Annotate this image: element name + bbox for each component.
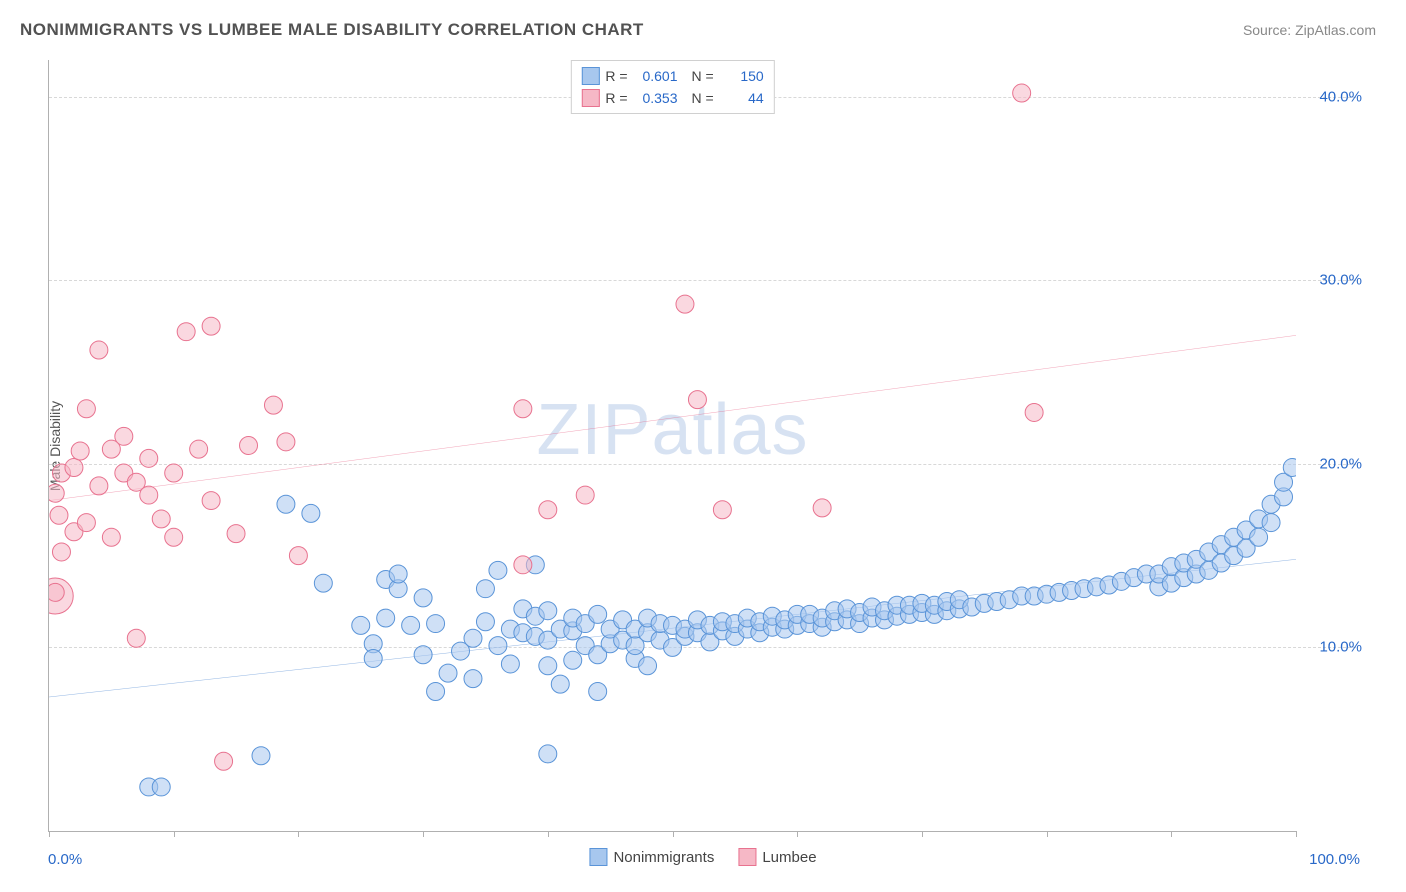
stat-r-label: R = (605, 90, 627, 106)
stat-r-value: 0.601 (634, 68, 678, 84)
legend-swatch (589, 848, 607, 866)
x-tick (298, 831, 299, 837)
stat-n-value: 150 (720, 68, 764, 84)
chart-title: NONIMMIGRANTS VS LUMBEE MALE DISABILITY … (20, 20, 644, 40)
stats-legend: R = 0.601 N = 150 R = 0.353 N = 44 (570, 60, 774, 114)
stat-n-value: 44 (720, 90, 764, 106)
x-tick (49, 831, 50, 837)
y-tick-label: 10.0% (1319, 639, 1362, 656)
y-tick-label: 40.0% (1319, 88, 1362, 105)
x-tick (673, 831, 674, 837)
stat-n-label: N = (692, 68, 714, 84)
x-axis-max-label: 100.0% (1309, 851, 1360, 868)
stat-r-value: 0.353 (634, 90, 678, 106)
legend-label: Lumbee (762, 849, 816, 866)
x-tick (1296, 831, 1297, 837)
x-tick (1171, 831, 1172, 837)
stat-r-label: R = (605, 68, 627, 84)
legend-swatch (581, 67, 599, 85)
x-tick (1047, 831, 1048, 837)
legend-swatch (581, 89, 599, 107)
chart-plot-area: ZIPatlas R = 0.601 N = 150 R = 0.353 N =… (48, 60, 1296, 832)
scatter-svg (49, 60, 1296, 831)
y-tick-label: 30.0% (1319, 272, 1362, 289)
x-tick (548, 831, 549, 837)
x-tick (174, 831, 175, 837)
stats-legend-row: R = 0.601 N = 150 (581, 65, 763, 87)
legend-item: Nonimmigrants (589, 848, 714, 866)
legend-label: Nonimmigrants (613, 849, 714, 866)
x-tick (922, 831, 923, 837)
stat-n-label: N = (692, 90, 714, 106)
x-tick (797, 831, 798, 837)
source-label: Source: ZipAtlas.com (1243, 22, 1376, 38)
y-tick-label: 20.0% (1319, 455, 1362, 472)
legend-swatch (738, 848, 756, 866)
x-tick (423, 831, 424, 837)
x-axis-min-label: 0.0% (48, 851, 82, 868)
legend-item: Lumbee (738, 848, 816, 866)
series-legend: Nonimmigrants Lumbee (589, 848, 816, 866)
stats-legend-row: R = 0.353 N = 44 (581, 87, 763, 109)
